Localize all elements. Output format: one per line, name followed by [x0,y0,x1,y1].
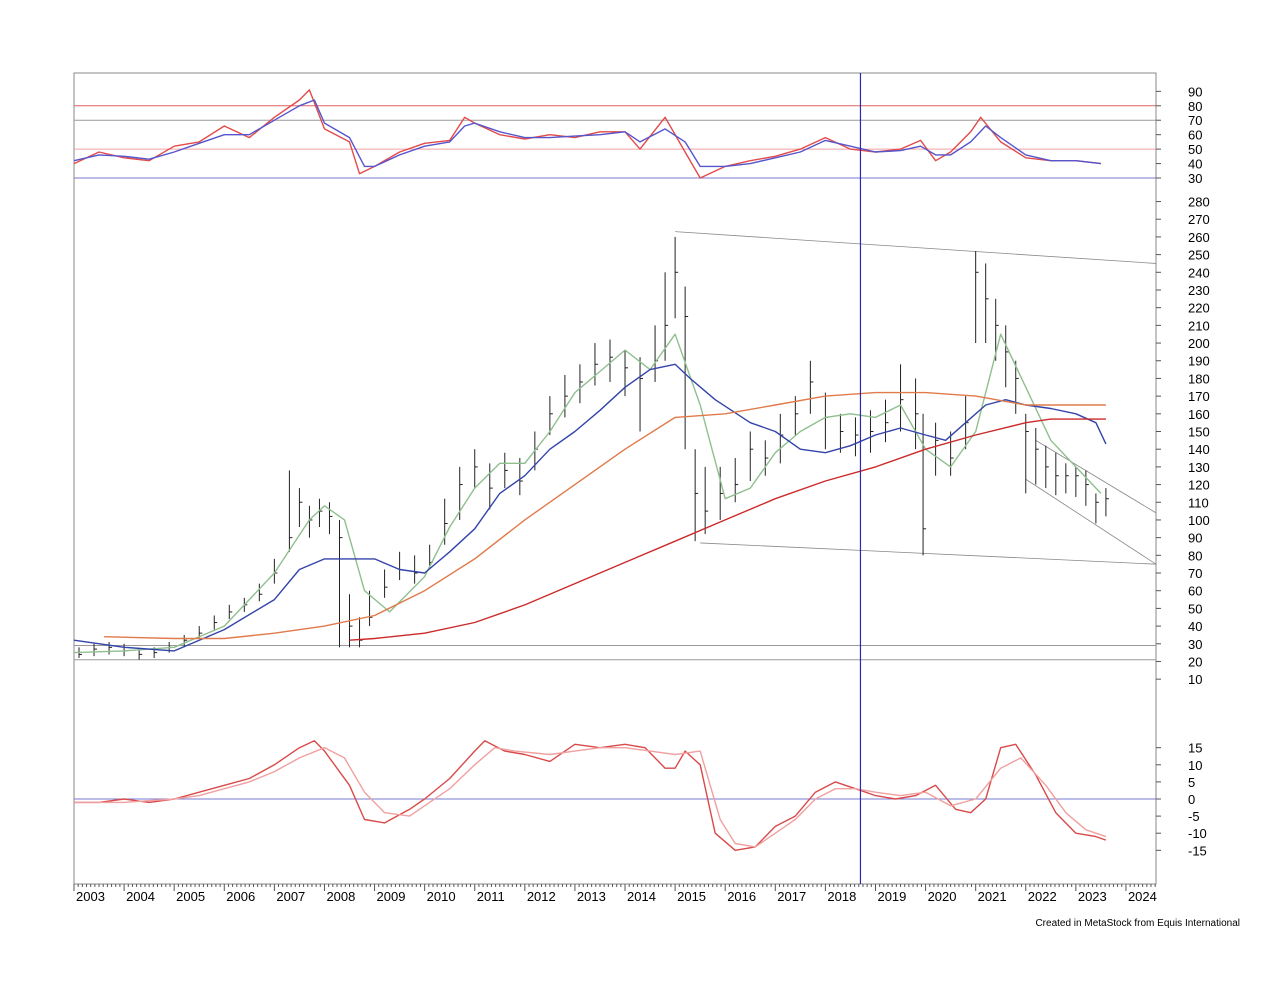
x-tick-label: 2005 [176,889,205,904]
series-line [73,363,1107,652]
trendline [1025,478,1157,565]
series-line [73,333,1102,654]
y-tick-label: 30 [1188,637,1202,652]
y-tick-label: 5 [1188,775,1195,790]
x-tick-label: 2017 [777,889,806,904]
x-tick-label: 2018 [827,889,856,904]
series-line [74,747,1107,848]
y-tick-label: 230 [1188,283,1210,298]
x-tick-label: 2008 [326,889,355,904]
x-tick-label: 2003 [76,889,105,904]
y-tick-label: 120 [1188,478,1210,493]
x-tick-label: 2014 [627,889,656,904]
x-tick-label: 2011 [477,889,505,904]
y-tick-label: 50 [1188,142,1202,157]
trendline [1035,440,1157,514]
x-tick-label: 2016 [727,889,756,904]
y-tick-label: 50 [1188,601,1202,616]
y-tick-label: 260 [1188,230,1210,245]
y-tick-label: 250 [1188,248,1210,263]
price-panel: 10 20 30 40 50 60 70 80 90 100 110 120 130 140 150 160 1… [73,195,1210,687]
series-line [74,740,1107,851]
y-tick-label: -5 [1188,809,1200,824]
y-tick-label: 110 [1188,495,1209,510]
y-tick-label: 10 [1188,672,1202,687]
oscillator-panel: -15 -10 -5 0 5 10 15 [74,740,1207,858]
y-tick-label: 15 [1188,741,1202,756]
y-tick-label: 130 [1188,460,1210,475]
y-tick-label: 80 [1188,99,1202,114]
y-tick-label: 280 [1188,195,1210,210]
x-tick-label: 2007 [276,889,305,904]
y-tick-label: 20 [1188,654,1202,669]
x-tick-label: 2021 [978,889,1007,904]
y-tick-label: -15 [1188,843,1207,858]
x-tick-label: 2015 [677,889,706,904]
series-line [104,391,1106,640]
y-tick-label: 140 [1188,442,1210,457]
y-tick-label: 10 [1188,758,1202,773]
y-tick-label: -10 [1188,826,1207,841]
y-tick-label: 220 [1188,301,1210,316]
y-tick-label: 80 [1188,548,1202,563]
y-tick-label: 270 [1188,212,1210,227]
trendline [700,542,1157,565]
x-tick-label: 2020 [928,889,957,904]
x-tick-label: 2004 [126,889,155,904]
y-tick-label: 150 [1188,425,1210,440]
y-tick-label: 40 [1188,619,1202,634]
y-tick-label: 190 [1188,354,1210,369]
y-tick-label: 200 [1188,336,1210,351]
credit-text: Created in MetaStock from Equis Internat… [1035,918,1240,929]
x-tick-label: 2019 [877,889,906,904]
y-tick-label: 90 [1188,84,1202,99]
y-tick-label: 70 [1188,113,1202,128]
x-tick-label: 2012 [527,889,556,904]
y-tick-label: 240 [1188,265,1210,280]
y-tick-label: 30 [1188,171,1202,186]
y-tick-label: 160 [1188,407,1210,422]
y-tick-label: 40 [1188,157,1202,172]
trendline [675,231,1157,264]
x-tick-label: 2009 [377,889,406,904]
series-line [73,89,1101,179]
y-tick-label: 100 [1188,513,1210,528]
y-tick-label: 60 [1188,584,1202,599]
chart-frame [73,72,1157,885]
y-tick-label: 210 [1188,318,1210,333]
x-tick-label: 2023 [1078,889,1107,904]
x-tick-label: 2013 [577,889,606,904]
y-tick-label: 90 [1188,531,1202,546]
x-axis: 2003 2004 2005 2006 2007 2008 2009 2010 2011 2012… [73,884,1157,904]
x-tick-label: 2006 [226,889,255,904]
y-tick-label: 170 [1188,389,1210,404]
y-tick-label: 0 [1188,792,1195,807]
series-line [73,99,1101,168]
x-tick-label: 2024 [1128,889,1157,904]
x-tick-label: 2022 [1028,889,1057,904]
y-tick-label: 70 [1188,566,1202,581]
x-tick-label: 2010 [427,889,456,904]
series-line [349,418,1106,641]
y-tick-label: 180 [1188,371,1210,386]
y-tick-label: 60 [1188,128,1202,143]
